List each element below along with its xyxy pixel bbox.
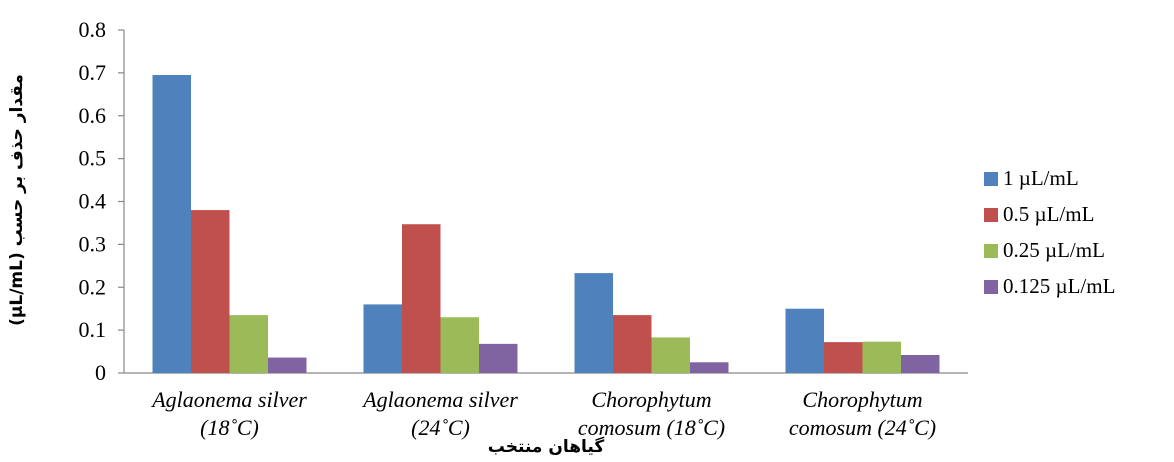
y-tick-label: 0.8 (79, 17, 107, 42)
bar (402, 224, 441, 373)
y-tick-label: 0.6 (79, 103, 107, 128)
bar (613, 315, 652, 373)
legend-swatch (984, 208, 998, 222)
x-category-label: comosum (24˚C) (789, 415, 936, 440)
bar (651, 337, 690, 373)
y-tick-label: 0.5 (79, 146, 107, 171)
y-tick-label: 0.7 (79, 60, 107, 85)
bar (901, 354, 940, 373)
bar (152, 75, 191, 374)
bar (862, 341, 901, 373)
x-category-label: (18˚C) (200, 415, 259, 440)
bar (191, 210, 230, 373)
bar (268, 357, 307, 373)
bars (152, 75, 940, 374)
y-ticks: 0 0.1 0.2 0.3 0.4 0.5 0.6 0.7 0.8 (79, 17, 124, 385)
x-category-label: Aglaonema silver (361, 387, 518, 412)
legend-swatch (984, 280, 998, 294)
legend-label: 1 µL/mL (1003, 166, 1079, 190)
x-category-label: Aglaonema silver (150, 387, 307, 412)
legend-swatch (984, 244, 998, 258)
y-tick-label: 0.1 (79, 317, 107, 342)
bar (785, 308, 824, 373)
x-category-label: Chorophytum (591, 387, 711, 412)
legend: 1 µL/mL 0.5 µL/mL 0.25 µL/mL 0.125 µL/mL (984, 166, 1115, 298)
plot-area: 0 0.1 0.2 0.3 0.4 0.5 0.6 0.7 0.8 Aglaonema silv… (79, 17, 968, 440)
x-category-labels: Aglaonema silver (18˚C) Aglaonema silver (2… (150, 387, 936, 440)
y-axis-title: مقدار حذف بر حسب (µL/mL) (7, 74, 27, 326)
legend-label: 0.25 µL/mL (1003, 238, 1105, 262)
y-tick-label: 0.4 (79, 189, 107, 214)
bar (574, 273, 613, 373)
bar (440, 317, 479, 373)
y-tick-label: 0.3 (79, 231, 107, 256)
legend-swatch (984, 172, 998, 186)
bar (824, 342, 863, 373)
x-category-label: comosum (18˚C) (578, 415, 725, 440)
x-category-label: Chorophytum (802, 387, 922, 412)
y-tick-label: 0 (95, 360, 106, 385)
legend-label: 0.125 µL/mL (1003, 274, 1115, 298)
x-category-label: (24˚C) (411, 415, 470, 440)
bar (479, 343, 518, 373)
bar (363, 304, 402, 373)
y-tick-label: 0.2 (79, 274, 107, 299)
bar (229, 315, 268, 373)
bar (690, 362, 729, 373)
x-axis-title: گیاهان منتخب (488, 436, 605, 457)
legend-label: 0.5 µL/mL (1003, 202, 1094, 226)
